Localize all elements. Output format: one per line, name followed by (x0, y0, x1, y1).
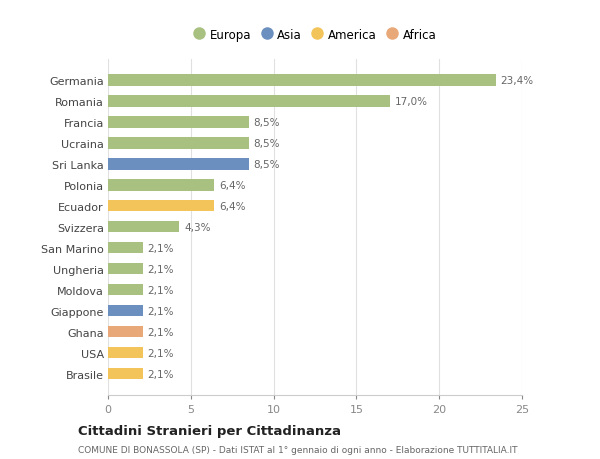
Bar (108, 326, 143, 338)
Text: 2,1%: 2,1% (148, 348, 174, 358)
Text: 6,4%: 6,4% (219, 180, 245, 190)
Text: 17,0%: 17,0% (394, 96, 427, 106)
Bar (108, 159, 249, 170)
Text: 2,1%: 2,1% (148, 243, 174, 253)
Bar (108, 305, 143, 317)
Text: 4,3%: 4,3% (184, 222, 211, 232)
Bar (108, 138, 249, 149)
Bar (108, 201, 214, 212)
Text: 8,5%: 8,5% (254, 159, 280, 169)
Bar (108, 347, 143, 358)
Bar (108, 75, 496, 86)
Text: Cittadini Stranieri per Cittadinanza: Cittadini Stranieri per Cittadinanza (78, 424, 341, 437)
Text: 2,1%: 2,1% (148, 264, 174, 274)
Legend: Europa, Asia, America, Africa: Europa, Asia, America, Africa (190, 25, 440, 45)
Text: 2,1%: 2,1% (148, 285, 174, 295)
Text: COMUNE DI BONASSOLA (SP) - Dati ISTAT al 1° gennaio di ogni anno - Elaborazione : COMUNE DI BONASSOLA (SP) - Dati ISTAT al… (78, 445, 517, 454)
Bar (108, 117, 249, 128)
Text: 2,1%: 2,1% (148, 306, 174, 316)
Text: 2,1%: 2,1% (148, 369, 174, 379)
Bar (108, 284, 143, 296)
Text: 2,1%: 2,1% (148, 327, 174, 337)
Bar (108, 96, 389, 107)
Bar (108, 221, 179, 233)
Bar (108, 368, 143, 380)
Text: 6,4%: 6,4% (219, 202, 245, 211)
Text: 8,5%: 8,5% (254, 118, 280, 128)
Bar (108, 242, 143, 254)
Bar (108, 179, 214, 191)
Bar (108, 263, 143, 275)
Text: 8,5%: 8,5% (254, 139, 280, 148)
Text: 23,4%: 23,4% (500, 76, 533, 86)
